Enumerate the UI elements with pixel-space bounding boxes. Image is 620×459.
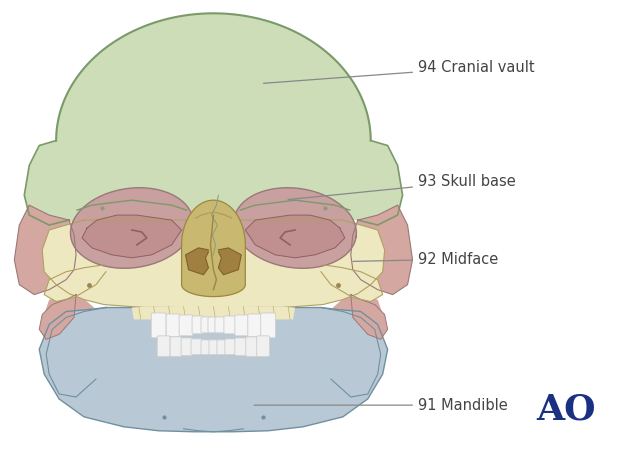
FancyBboxPatch shape bbox=[151, 313, 166, 338]
FancyBboxPatch shape bbox=[209, 340, 219, 355]
Text: 94 Cranial vault: 94 Cranial vault bbox=[264, 60, 534, 83]
Polygon shape bbox=[246, 215, 345, 258]
Polygon shape bbox=[333, 295, 383, 334]
Polygon shape bbox=[218, 248, 241, 275]
Polygon shape bbox=[185, 248, 208, 275]
FancyBboxPatch shape bbox=[181, 338, 193, 356]
FancyBboxPatch shape bbox=[246, 337, 258, 357]
FancyBboxPatch shape bbox=[170, 337, 182, 357]
Text: AO: AO bbox=[536, 393, 596, 427]
Polygon shape bbox=[46, 308, 106, 397]
FancyBboxPatch shape bbox=[248, 314, 262, 337]
Polygon shape bbox=[234, 188, 356, 269]
Polygon shape bbox=[44, 265, 106, 302]
FancyBboxPatch shape bbox=[166, 314, 180, 337]
Polygon shape bbox=[71, 188, 193, 269]
FancyBboxPatch shape bbox=[208, 317, 219, 333]
FancyBboxPatch shape bbox=[192, 316, 204, 334]
Polygon shape bbox=[321, 308, 381, 397]
FancyBboxPatch shape bbox=[179, 315, 193, 336]
FancyBboxPatch shape bbox=[225, 339, 236, 355]
Text: 93 Skull base: 93 Skull base bbox=[288, 174, 516, 200]
FancyBboxPatch shape bbox=[257, 336, 270, 357]
Polygon shape bbox=[44, 295, 94, 334]
Polygon shape bbox=[39, 295, 76, 339]
Polygon shape bbox=[39, 308, 388, 432]
Polygon shape bbox=[351, 205, 412, 295]
Text: 91 Mandible: 91 Mandible bbox=[254, 397, 508, 413]
Polygon shape bbox=[42, 218, 384, 308]
Polygon shape bbox=[82, 215, 182, 258]
FancyBboxPatch shape bbox=[201, 340, 211, 355]
Polygon shape bbox=[321, 265, 383, 302]
Text: 92 Midface: 92 Midface bbox=[353, 252, 498, 267]
FancyBboxPatch shape bbox=[157, 336, 170, 357]
FancyBboxPatch shape bbox=[201, 317, 212, 333]
FancyBboxPatch shape bbox=[215, 317, 226, 333]
FancyBboxPatch shape bbox=[191, 339, 202, 355]
FancyBboxPatch shape bbox=[261, 313, 276, 338]
Polygon shape bbox=[132, 304, 295, 319]
FancyBboxPatch shape bbox=[224, 316, 236, 334]
FancyBboxPatch shape bbox=[235, 315, 249, 336]
FancyBboxPatch shape bbox=[235, 338, 247, 356]
FancyBboxPatch shape bbox=[217, 340, 227, 355]
Polygon shape bbox=[24, 13, 402, 225]
Polygon shape bbox=[182, 200, 246, 297]
Polygon shape bbox=[14, 205, 76, 295]
Polygon shape bbox=[351, 295, 388, 339]
